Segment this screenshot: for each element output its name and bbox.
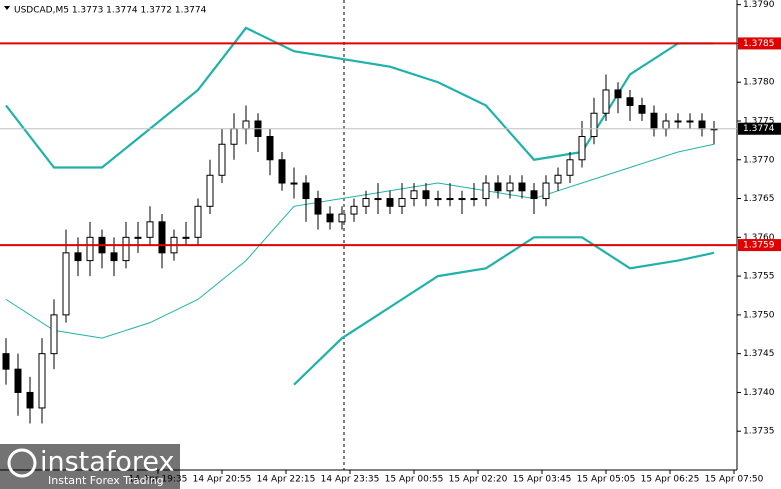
x-tick-label: 14 Apr 22:15: [257, 475, 316, 485]
candle-body: [290, 182, 298, 185]
x-tick-label: 15 Apr 03:45: [513, 475, 572, 485]
candle-body: [122, 236, 130, 262]
candle-body: [218, 143, 226, 176]
y-tick-label: 1.3775: [743, 116, 775, 126]
watermark-icon: [7, 448, 37, 478]
watermark-brand: instaforex: [40, 447, 174, 478]
candle-body: [458, 198, 466, 201]
candle-body: [422, 190, 430, 200]
x-tick-label: 15 Apr 05:05: [577, 475, 636, 485]
candle-body: [482, 182, 490, 200]
y-tick-label: 1.3790: [743, 0, 775, 10]
candle-body: [446, 198, 454, 201]
candle-body: [242, 120, 250, 130]
candle-body: [590, 112, 598, 138]
x-tick-label: 15 Apr 07:50: [705, 475, 764, 485]
y-tick-label: 1.3770: [743, 155, 775, 165]
y-tick-label: 1.3740: [743, 388, 775, 398]
x-tick-label: 14 Apr 23:35: [321, 475, 380, 485]
candle-body: [2, 353, 10, 370]
candle-body: [206, 174, 214, 207]
candle-body: [38, 353, 46, 409]
candle-body: [62, 252, 70, 316]
x-tick-label: 14 Apr 20:55: [193, 475, 252, 485]
candle-body: [26, 391, 34, 409]
candle-body: [182, 236, 190, 239]
candle-body: [674, 120, 682, 123]
candle-body: [314, 198, 322, 215]
level-label-bg: [738, 239, 781, 252]
candle-body: [350, 205, 358, 215]
candle-body: [398, 198, 406, 207]
candle-body: [698, 120, 706, 130]
last-price-label: 1.3774: [743, 124, 775, 134]
candle-body: [74, 252, 82, 262]
candle-body: [434, 198, 442, 201]
candle-body: [494, 182, 502, 192]
candle-body: [110, 252, 118, 262]
candle-body: [602, 89, 610, 114]
candle-body: [278, 159, 286, 184]
candle-body: [626, 97, 634, 106]
candle-body: [14, 368, 22, 393]
y-tick-label: 1.3735: [743, 427, 775, 437]
candle-body: [86, 236, 94, 262]
y-tick-label: 1.3755: [743, 272, 775, 282]
candle-body: [158, 221, 166, 254]
candle-body: [470, 198, 478, 201]
level-label: 1.3785: [743, 39, 775, 49]
candle-body: [146, 221, 154, 238]
candle-body: [194, 205, 202, 238]
candle-body: [542, 182, 550, 200]
candle-body: [386, 198, 394, 207]
candle-body: [530, 190, 538, 200]
candle-body: [638, 104, 646, 114]
candle-body: [506, 182, 514, 192]
candle-body: [338, 213, 346, 223]
candle-body: [362, 198, 370, 207]
candle-body: [374, 198, 382, 201]
indicator-line: [293, 236, 715, 386]
x-tick-label: 15 Apr 02:20: [449, 475, 508, 485]
candle-body: [230, 128, 238, 145]
y-tick-label: 1.3745: [743, 349, 775, 359]
candle-body: [662, 120, 670, 130]
chart-header: USDCAD,M5 1.3773 1.3774 1.3772 1.3774: [14, 6, 207, 16]
x-tick-label: 15 Apr 00:55: [385, 475, 444, 485]
candle-body: [566, 159, 574, 176]
level-label: 1.3759: [743, 241, 775, 251]
y-tick-label: 1.3760: [743, 233, 775, 243]
candle-body: [554, 174, 562, 184]
y-tick-label: 1.3780: [743, 78, 775, 88]
candle-body: [134, 236, 142, 239]
candle-body: [302, 182, 310, 200]
candle-body: [614, 89, 622, 99]
candle-body: [578, 136, 586, 161]
header-arrow: [4, 6, 10, 10]
level-label-bg: [738, 37, 781, 50]
y-tick-label: 1.3750: [743, 310, 775, 320]
candle-body: [266, 136, 274, 161]
candle-body: [686, 120, 694, 123]
candle-body: [410, 190, 418, 200]
candle-body: [50, 314, 58, 355]
last-price-bg: [738, 122, 781, 135]
watermark-tagline: Instant Forex Trading: [48, 474, 164, 487]
candle-body: [326, 213, 334, 223]
candle-body: [518, 182, 526, 192]
y-tick-label: 1.3765: [743, 194, 775, 204]
watermark: instaforex Instant Forex Trading: [0, 444, 180, 489]
candle-body: [650, 112, 658, 130]
x-tick-label: 15 Apr 06:25: [641, 475, 700, 485]
